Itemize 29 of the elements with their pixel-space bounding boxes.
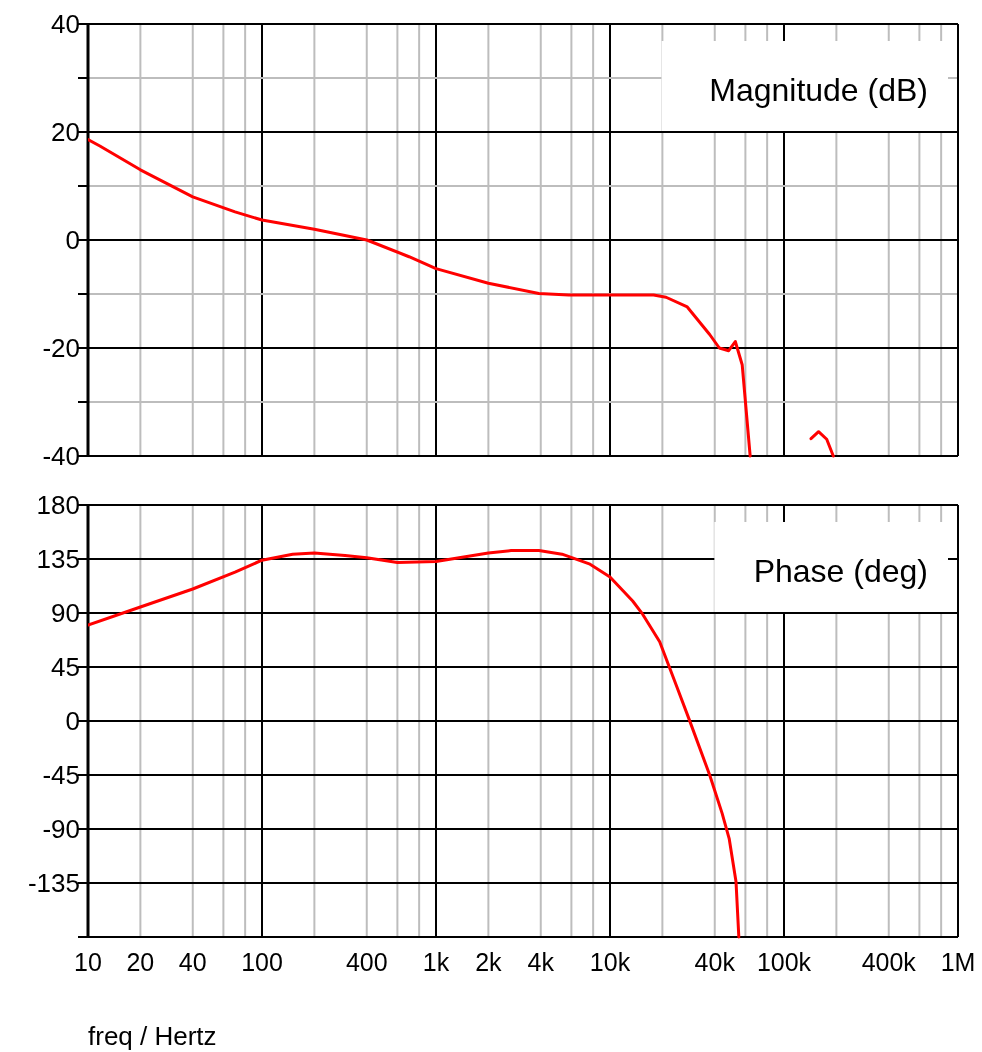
y-tick-label: 40 xyxy=(51,9,80,40)
y-tick-label: 0 xyxy=(65,706,80,737)
x-tick-label: 10 xyxy=(74,948,102,976)
x-tick-label: 100 xyxy=(241,948,283,976)
x-tick-label: 4k xyxy=(527,948,555,976)
x-tick-label: 400 xyxy=(345,948,388,976)
x-tick-label: 1M xyxy=(940,948,976,976)
x-tick-label: 100k xyxy=(756,948,812,976)
x-tick-label: 10k xyxy=(589,948,631,976)
x-tick-label: 2k xyxy=(475,948,503,976)
y-tick-label: -90 xyxy=(42,814,80,845)
text: Phase (deg) xyxy=(753,553,928,590)
x-tick-label: 400k xyxy=(861,948,917,976)
text: Magnitude (dB) xyxy=(709,72,928,109)
y-tick-label: 135 xyxy=(36,544,80,575)
y-tick-label: -40 xyxy=(42,441,80,472)
x-tick-label: 40k xyxy=(694,948,736,976)
x-tick-label: 40 xyxy=(178,948,207,976)
y-tick-label: 45 xyxy=(51,652,80,683)
x-axis-title: freq / Hertz xyxy=(88,1021,217,1051)
y-tick-label: 90 xyxy=(51,598,80,629)
x-tick-label: 1k xyxy=(422,948,450,976)
y-tick-label: 20 xyxy=(51,117,80,148)
y-tick-label: 180 xyxy=(36,490,80,521)
y-tick-label: 0 xyxy=(65,225,80,256)
x-tick-label: 20 xyxy=(126,948,155,976)
y-tick-label: -20 xyxy=(42,333,80,364)
y-tick-label: -45 xyxy=(42,760,80,791)
y-tick-label: -135 xyxy=(27,868,80,899)
